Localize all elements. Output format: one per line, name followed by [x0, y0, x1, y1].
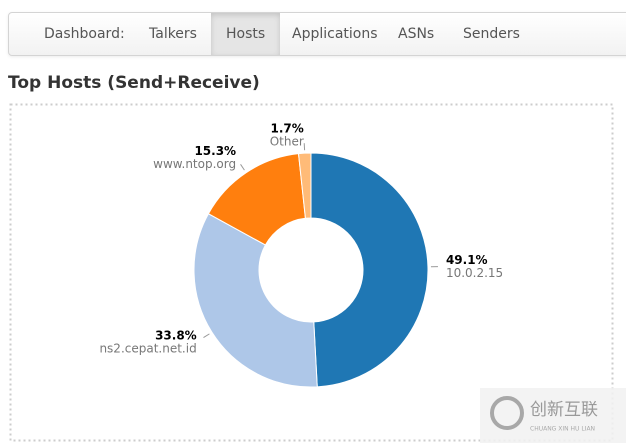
nav-tab[interactable]: Hosts	[211, 13, 281, 55]
nav-brand: Dashboard:	[44, 26, 125, 42]
watermark-subtitle: CHUANG XIN HU LIAN	[530, 426, 595, 433]
watermark-logo	[490, 396, 524, 430]
slice-percent: 15.3%	[194, 144, 236, 158]
slice-percent: 1.7%	[271, 122, 304, 136]
pie-slice	[310, 152, 429, 388]
slice-label: www.ntop.org	[153, 157, 236, 171]
watermark: 创新互联 CHUANG XIN HU LIAN	[480, 388, 626, 443]
slice-percent: 33.8%	[155, 328, 197, 342]
pie-slice	[193, 213, 318, 388]
leader-line	[240, 164, 245, 171]
pie-slice	[297, 152, 312, 219]
nav-tab[interactable]: ASNs	[398, 26, 435, 42]
chart-frame	[9, 103, 614, 442]
nav-bar: Dashboard: Talkers Hosts Applications ASNs S…	[8, 12, 626, 56]
slice-percent: 49.1%	[446, 253, 488, 267]
nav-tab[interactable]: Talkers	[149, 26, 197, 42]
slice-label: Other	[270, 135, 304, 149]
nav-tab[interactable]: Senders	[463, 26, 520, 42]
slice-label: ns2.cepat.net.id	[99, 341, 196, 355]
chart-title: Top Hosts (Send+Receive)	[8, 73, 260, 93]
nav-tab[interactable]: Applications	[292, 26, 378, 42]
watermark-title: 创新互联	[530, 400, 598, 420]
leader-line	[203, 333, 210, 339]
slice-label: 10.0.2.15	[446, 266, 503, 280]
